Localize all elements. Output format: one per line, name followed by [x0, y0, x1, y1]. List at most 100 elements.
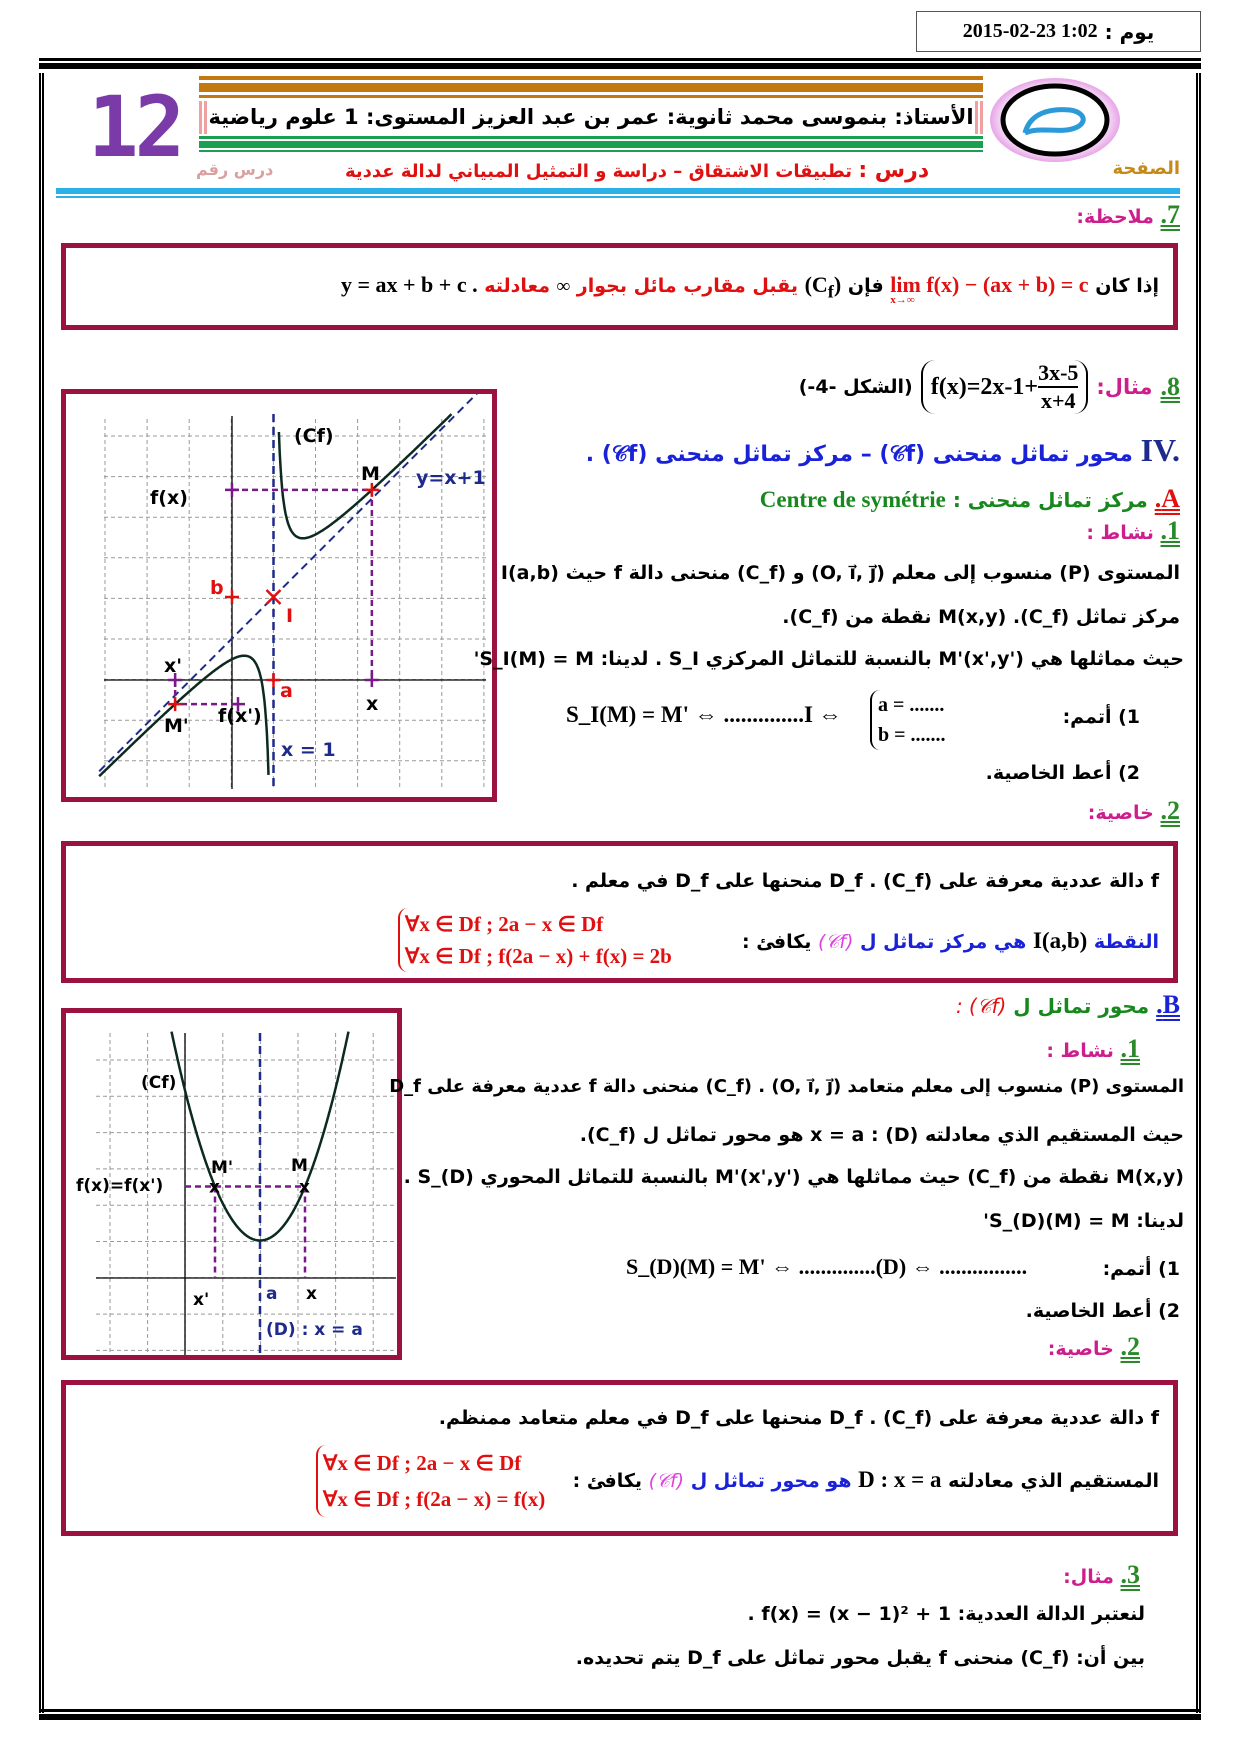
- date-box: يوم : 2015-02-23 1:02: [916, 11, 1201, 52]
- note-then: فإن: [847, 275, 884, 297]
- label-a: a: [266, 1284, 277, 1304]
- parabola-curve: [170, 1031, 350, 1242]
- cf-symbol: (𝒞f): [818, 931, 854, 953]
- header-divider: [56, 196, 1180, 198]
- top-rule: [39, 58, 1201, 61]
- label-fx-prime: f(x'): [218, 705, 262, 727]
- oblique-asymptote: [98, 380, 491, 773]
- activity-b-line: M(x,y) نقطة من (C_f) حيث مماثلها هي M'(x…: [403, 1166, 1184, 1188]
- activity-a-line: حيث مماثلها هي M'(x',y') بالنسبة للتماثل…: [473, 648, 1184, 670]
- lesson-title: تطبيقات الاشتقاق – دراسة و التمثيل المبي…: [345, 161, 853, 182]
- property-b-number: 2.: [1120, 1332, 1141, 1361]
- label-b: b: [210, 577, 224, 599]
- activity-a-line: مركز تماثل (C_f). M(x,y) نقطة من (C_f).: [782, 606, 1180, 628]
- note-equation-word: معادلته: [484, 275, 550, 297]
- property-a-line2: النقطة I(a,b) هي مركز تماثل ل (𝒞f) يكافئ…: [742, 928, 1159, 954]
- property-a-number: 2.: [1160, 796, 1181, 825]
- label-asymptote: y=x+1: [416, 467, 486, 489]
- condition-2: ∀x ∈ Df ; f(2a − x) + f(x) = 2b: [405, 944, 672, 968]
- label-m: M: [361, 463, 380, 485]
- example8-function: f(x)=2x-1+ 3x-5 x+4: [920, 360, 1089, 414]
- activity-b-heading: 1. نشاط :: [1046, 1034, 1140, 1064]
- example3-line1: لنعتبر الدالة العددية: f(x) = (x − 1)² +…: [747, 1603, 1145, 1625]
- lesson-prefix: درس :: [858, 158, 930, 183]
- numerator: 3x-5: [1038, 360, 1079, 388]
- lesson-number: 12: [88, 78, 185, 176]
- note-number: 7.: [1160, 200, 1181, 229]
- label-x: x: [306, 1284, 317, 1304]
- label-a: a: [280, 680, 293, 702]
- label-cf: (Cf): [294, 425, 334, 447]
- example3-heading: 3. مثال:: [1063, 1560, 1140, 1590]
- property-b-line2: المستقيم الذي معادلته D : x = a هو محور …: [573, 1467, 1159, 1493]
- limit-expression: lim f(x) − (ax + b) = c: [890, 272, 1089, 297]
- label-x-prime: x': [193, 1290, 209, 1310]
- activity-a-number: 1.: [1160, 516, 1181, 545]
- section-b-cf: (𝒞f) :: [955, 994, 1007, 1018]
- point-m: x: [299, 1178, 310, 1198]
- property-b-conditions: ∀x ∈ Df ; 2a − x ∈ Df ∀x ∈ Df ; f(2a − x)…: [316, 1445, 545, 1517]
- example8-line: 8. مثال: f(x)=2x-1+ 3x-5 x+4 (الشكل -4-): [799, 360, 1180, 414]
- label-i: I: [286, 605, 293, 627]
- point-i: [265, 589, 282, 605]
- line-start: المستقيم الذي معادلته: [948, 1470, 1159, 1492]
- property-b-title: خاصية:: [1047, 1338, 1114, 1360]
- system-b: b = .......: [878, 724, 946, 746]
- section-b-heading: B. محور تماثل ل (𝒞f) :: [956, 990, 1180, 1020]
- curve-branch-left: [98, 654, 270, 778]
- label-symmetry-axis: (D) : x = a: [266, 1320, 363, 1340]
- activity-a-q1-math: S_I(M) = M' ⇔ ..............I ⇔: [566, 702, 842, 727]
- section-b-number: B.: [1156, 990, 1180, 1019]
- activity-a-heading: 1. نشاط :: [1086, 516, 1180, 546]
- label-fx-equal: f(x)=f(x'): [76, 1176, 163, 1196]
- activity-a-line: المستوى (P) منسوب إلى معلم (O, i⃗, j⃗) و…: [500, 562, 1180, 584]
- example3-title: مثال:: [1063, 1566, 1114, 1588]
- note-accepts: يقبل مقارب مائل بجوار: [576, 275, 798, 297]
- activity-b-q1-math: S_(D)(M) = M' ⇔ ..............(D) ⇔ ....…: [626, 1254, 1028, 1279]
- example8-number: 8.: [1160, 372, 1181, 401]
- equiv-word: يكافئ :: [742, 931, 812, 953]
- condition-1: ∀x ∈ Df ; 2a − x ∈ Df: [323, 1451, 522, 1475]
- header-divider: [56, 188, 1180, 194]
- section-iv-number: IV.: [1140, 432, 1180, 468]
- point-math: I(a,b): [1032, 928, 1088, 953]
- tick-fx-prime: [231, 697, 245, 712]
- header-bar: [199, 136, 983, 139]
- system-a: a = .......: [878, 694, 945, 716]
- logo-glow: [990, 78, 1120, 162]
- property-a-title: خاصية:: [1087, 802, 1154, 824]
- note-heading: 7. ملاحظة:: [1076, 200, 1180, 230]
- header-bar: [199, 76, 983, 80]
- section-iv-title: محور تماثل منحنى (𝒞f) – مركز تماثل منحنى…: [585, 442, 1133, 467]
- header-bar: [199, 141, 983, 148]
- note-title: ملاحظة:: [1076, 206, 1154, 228]
- note-equation: y = ax + b + c .: [340, 272, 478, 297]
- projection-lines: [185, 1185, 307, 1278]
- tick-fx: [225, 482, 239, 497]
- activity-b-number: 1.: [1120, 1034, 1141, 1063]
- bottom-rule: [39, 1709, 1201, 1712]
- projection-m-prime: [173, 680, 238, 706]
- label-fx: f(x): [150, 487, 188, 509]
- label-vertical-asymptote: x = 1: [281, 739, 336, 761]
- date-label: يوم :: [1104, 19, 1155, 44]
- section-iv-heading: IV. محور تماثل منحنى (𝒞f) – مركز تماثل م…: [586, 432, 1180, 469]
- curve-branch-right: [277, 413, 453, 540]
- property-b-heading: 2. خاصية:: [1048, 1332, 1140, 1362]
- graph-parabola: x x (Cf) f(x)=f(x') M' Mx' a x (D) : x = a: [76, 1031, 401, 1363]
- label-m-prime: M': [211, 1158, 233, 1178]
- property-a-heading: 2. خاصية:: [1088, 796, 1180, 826]
- section-a-french: Centre de symétrie: [759, 487, 946, 512]
- denominator: x+4: [1040, 388, 1076, 413]
- activity-a-system: a = ....... b = .......: [870, 690, 946, 750]
- property-b-box: f دالة عددية معرفة على D_f . (C_f) منحنه…: [61, 1380, 1178, 1536]
- note-limit: lim f(x) − (ax + b) = c x→∞: [890, 272, 1089, 306]
- activity-a-q1-label: 1) أتمم:: [1062, 706, 1140, 728]
- activity-b-q2: 2) أعط الخاصية.: [1025, 1300, 1180, 1322]
- activity-b-line: لدينا: S_(D)(M) = M': [983, 1210, 1184, 1232]
- header-bar: [199, 150, 983, 152]
- note-cf: (Cf): [804, 272, 842, 302]
- label-m: M: [291, 1156, 308, 1176]
- function-text: f(x)=2x-1+: [930, 373, 1039, 400]
